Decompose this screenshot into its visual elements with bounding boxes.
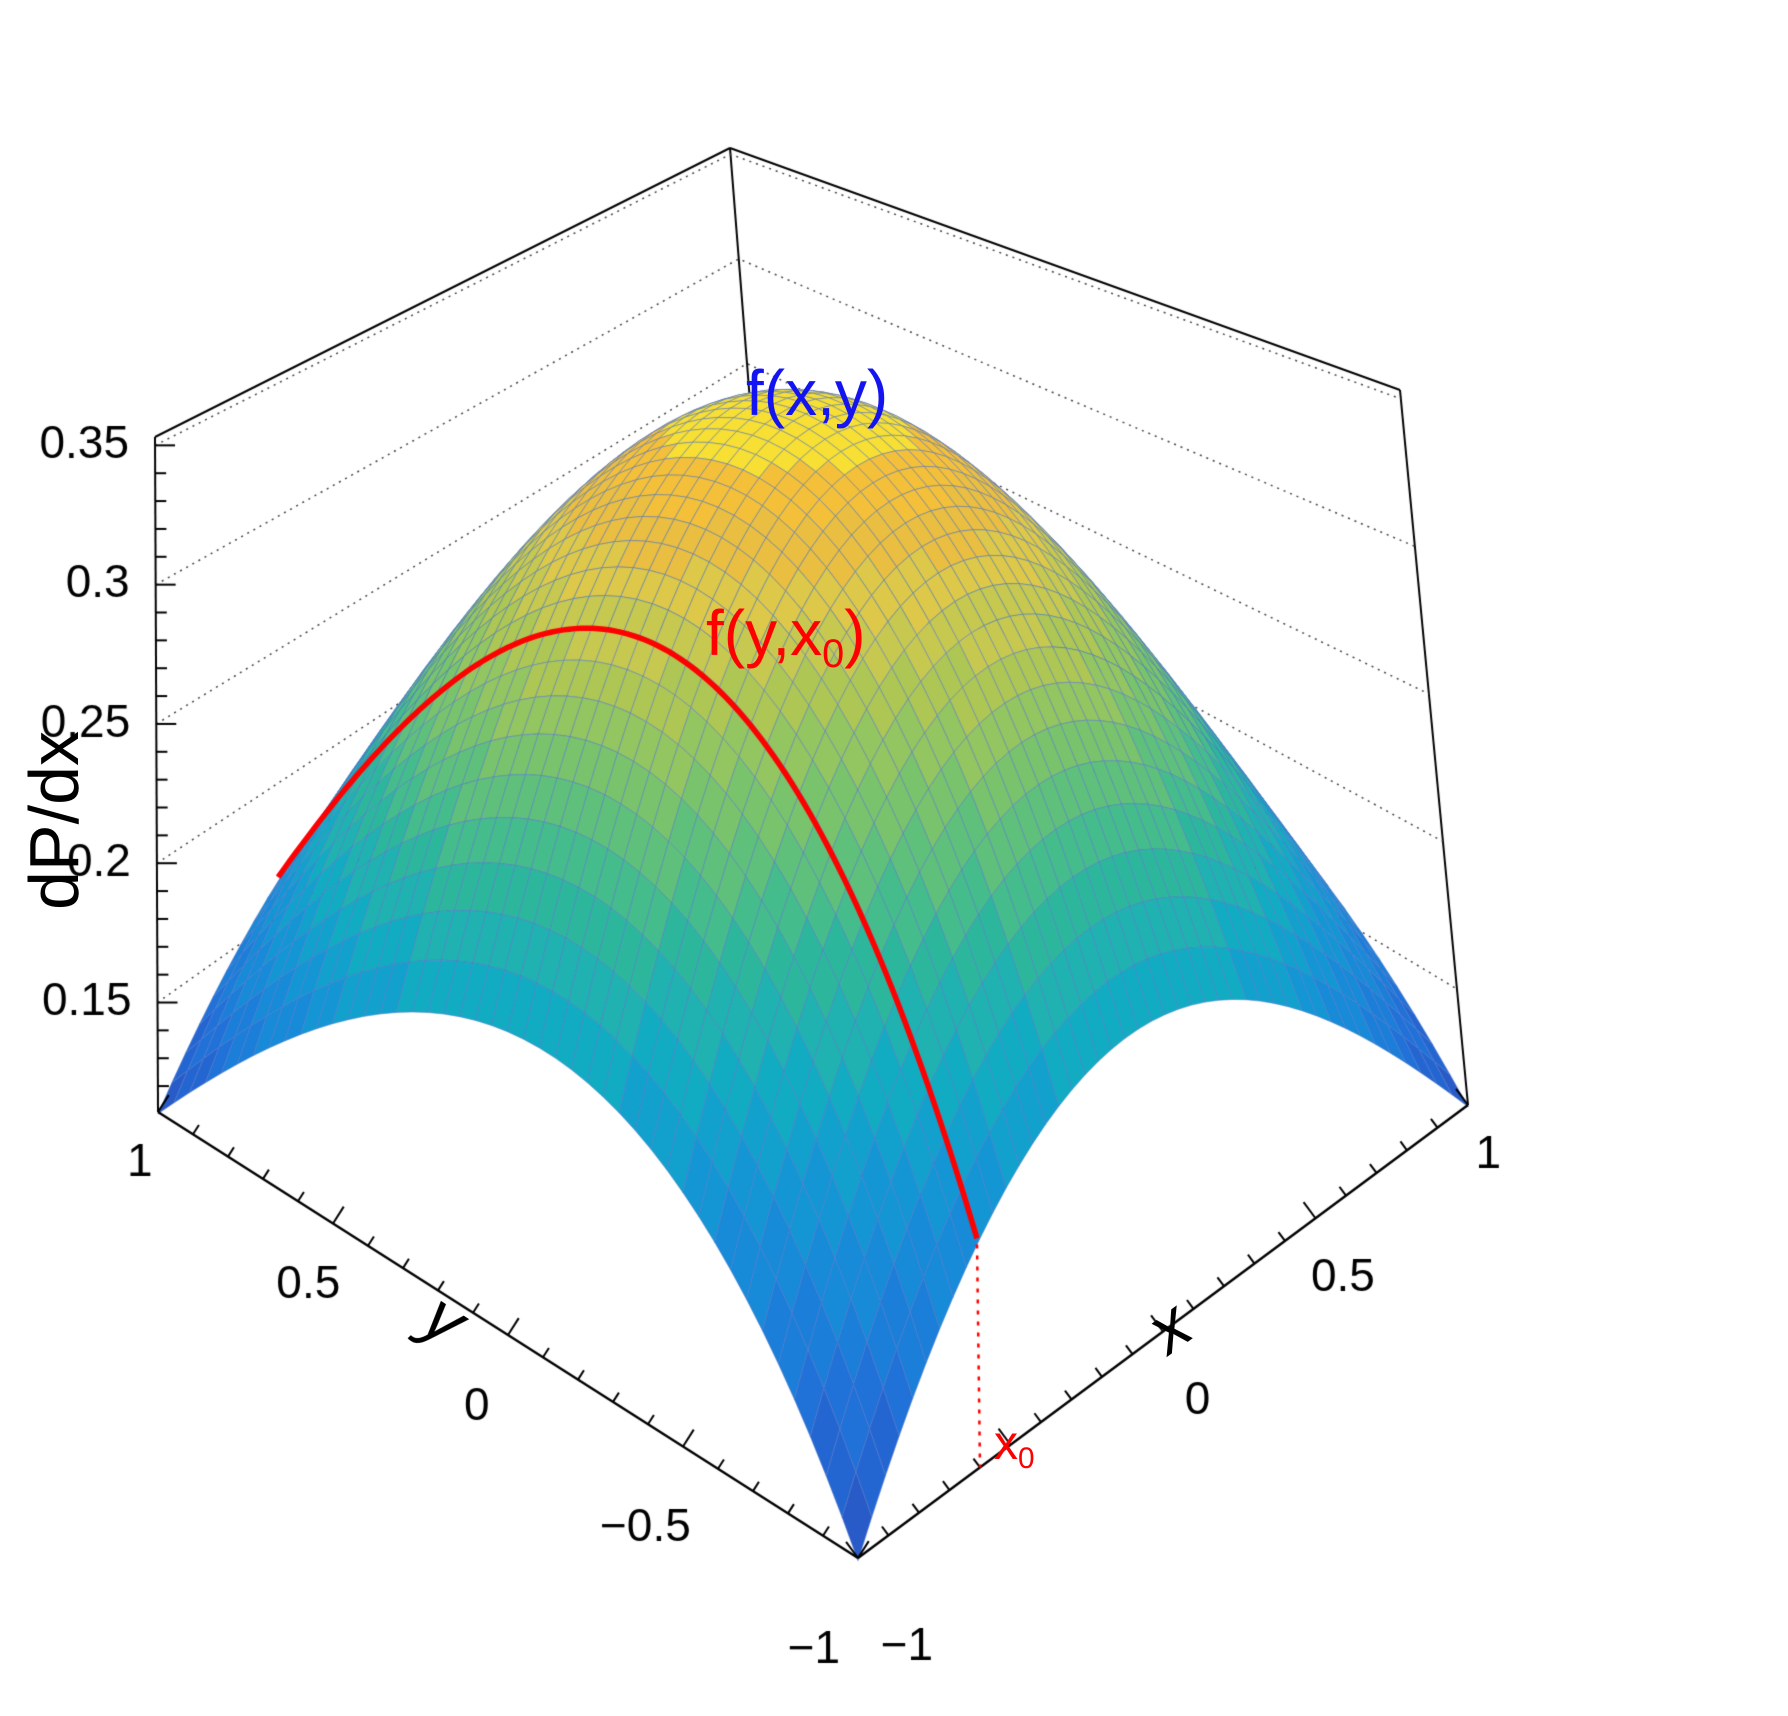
slice-label-post: ) [844, 597, 866, 669]
x0-subscript: 0 [1018, 1441, 1035, 1475]
surface-function-label: f(x,y) [746, 357, 889, 429]
z-axis-title: dP/dx [15, 731, 93, 910]
slice-label-pre: f(y,x [706, 597, 823, 669]
x0-tick-label: x0 [994, 1416, 1035, 1475]
slice-function-label: f(y,x0) [706, 596, 866, 676]
x0-base: x [994, 1417, 1018, 1470]
slice-label-subscript: 0 [822, 631, 845, 676]
